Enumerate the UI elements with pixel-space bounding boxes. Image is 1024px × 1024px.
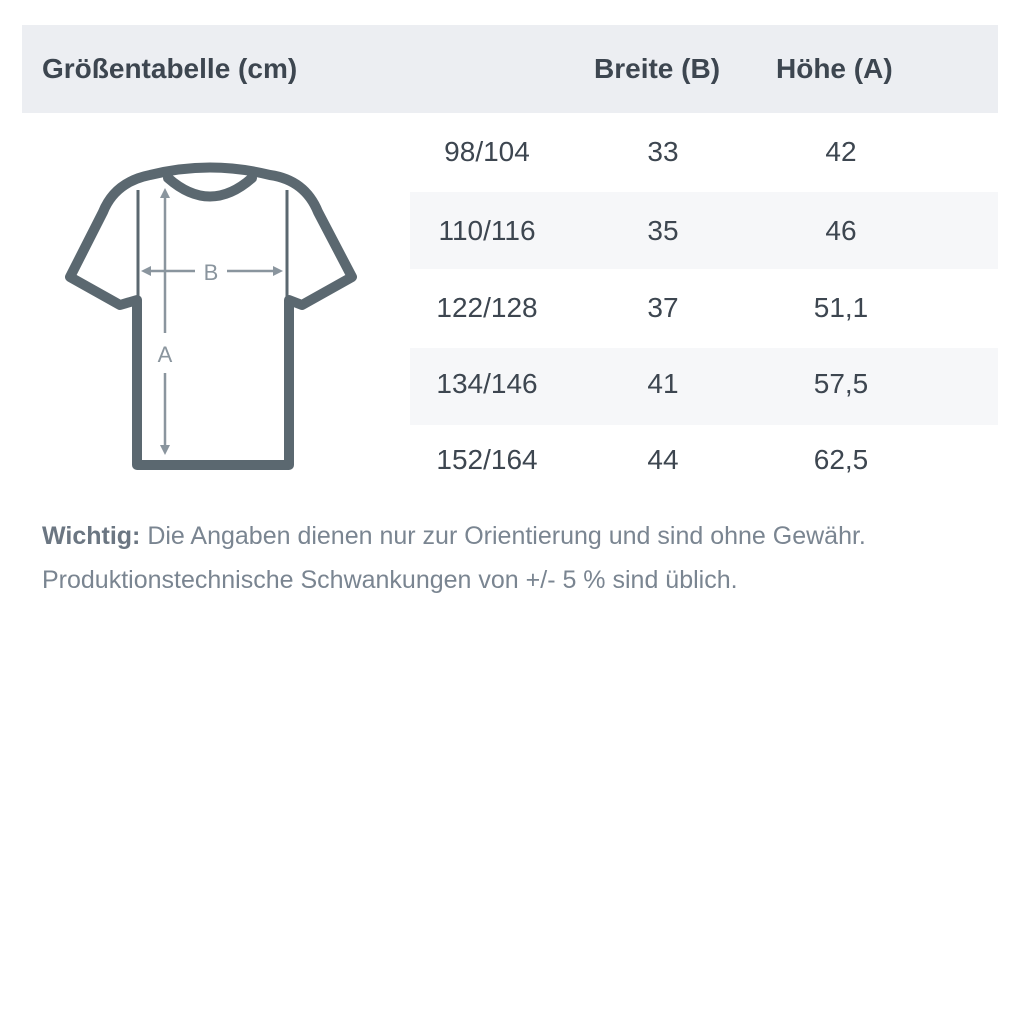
cell-width: 33: [647, 136, 679, 167]
cell-height: 46: [825, 215, 857, 246]
cell-height: 42: [825, 136, 857, 167]
disclaimer-note: Wichtig: Die Angaben dienen nur zur Orie…: [42, 514, 866, 602]
cell-height: 62,5: [813, 444, 869, 475]
cell-size: 110/116: [438, 215, 536, 246]
label-b: B: [204, 260, 219, 285]
cell-size: 134/146: [436, 368, 538, 399]
cell-size: 122/128: [436, 292, 538, 323]
tshirt-outline-icon: [65, 162, 357, 470]
cell-width: 41: [647, 368, 679, 399]
tshirt-diagram: B A: [65, 162, 357, 470]
table-header: Größentabelle (cm) Breite (B) Höhe (A): [22, 25, 998, 113]
label-a: A: [158, 342, 173, 367]
cell-height: 51,1: [813, 292, 869, 323]
row-stripe: [410, 192, 998, 269]
note-label: Wichtig:: [42, 522, 141, 550]
note-line1: Die Angaben dienen nur zur Orientierung …: [140, 522, 866, 550]
cell-size: 152/164: [436, 444, 538, 475]
cell-width: 35: [647, 215, 679, 246]
note-line2: Produktionstechnische Schwankungen von +…: [42, 566, 738, 594]
cell-height: 57,5: [813, 368, 869, 399]
cell-width: 44: [647, 444, 679, 475]
column-header-height: Höhe (A): [776, 53, 893, 84]
cell-size: 98/104: [444, 136, 530, 167]
table-title: Größentabelle (cm): [42, 53, 298, 84]
cell-width: 37: [647, 292, 679, 323]
measure-arrows: [141, 188, 283, 455]
column-header-width: Breite (B): [594, 53, 721, 84]
row-stripe: [410, 348, 998, 425]
